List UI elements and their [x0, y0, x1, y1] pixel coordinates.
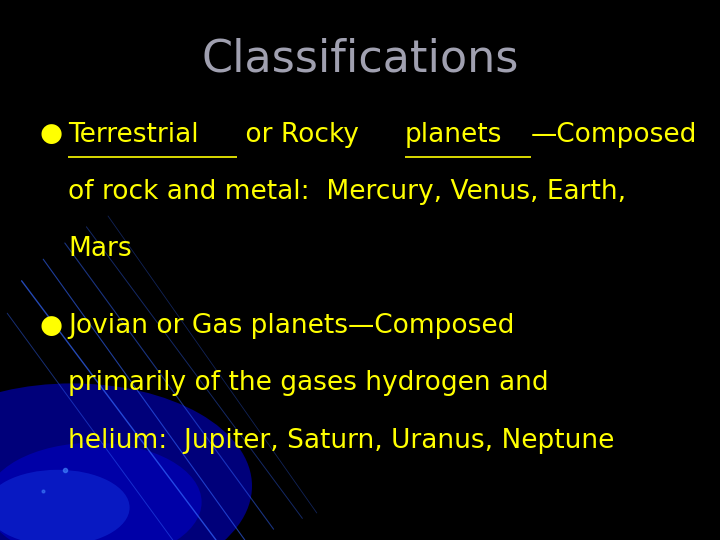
Text: Classifications: Classifications — [202, 38, 518, 81]
Text: ●: ● — [40, 122, 63, 147]
Text: planets: planets — [405, 122, 503, 147]
Text: or Rocky: or Rocky — [237, 122, 367, 147]
Text: helium:  Jupiter, Saturn, Uranus, Neptune: helium: Jupiter, Saturn, Uranus, Neptune — [68, 428, 615, 454]
Ellipse shape — [0, 443, 202, 540]
Ellipse shape — [0, 383, 252, 540]
Text: of rock and metal:  Mercury, Venus, Earth,: of rock and metal: Mercury, Venus, Earth… — [68, 179, 626, 205]
Ellipse shape — [0, 470, 130, 540]
Text: Jovian or Gas planets—Composed: Jovian or Gas planets—Composed — [68, 313, 515, 339]
Text: —Composed: —Composed — [531, 122, 697, 147]
Text: primarily of the gases hydrogen and: primarily of the gases hydrogen and — [68, 370, 549, 396]
Text: Mars: Mars — [68, 236, 132, 262]
Text: ●: ● — [40, 313, 63, 339]
Text: Terrestrial: Terrestrial — [68, 122, 199, 147]
